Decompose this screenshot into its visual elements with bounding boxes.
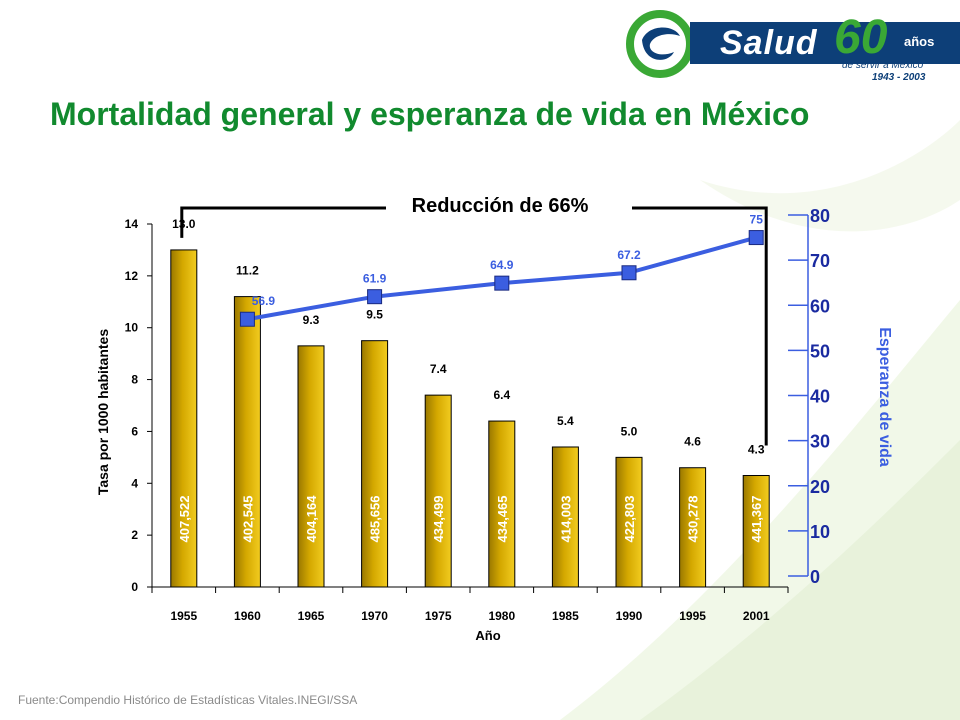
bar-deaths-label: 414,003 — [558, 496, 573, 543]
bar-deaths-label: 402,545 — [240, 496, 255, 543]
bar-deaths-label: 407,522 — [177, 496, 192, 543]
x-tick-label: 1990 — [616, 609, 643, 623]
bar-value-label: 9.5 — [366, 308, 383, 322]
line-point-1980 — [494, 275, 510, 291]
left-tick-label: 2 — [131, 528, 138, 542]
bar-value-label: 4.6 — [684, 435, 701, 449]
line-point-1960 — [239, 311, 255, 327]
bar-deaths-label: 485,656 — [368, 496, 383, 543]
line-value-label: 67.2 — [617, 248, 641, 262]
line-value-label: 75 — [750, 213, 764, 227]
x-axis-label: Año — [475, 628, 500, 643]
bar-deaths-label: 441,367 — [749, 496, 764, 543]
line-value-label: 56.9 — [252, 294, 276, 308]
right-tick-label: 10 — [810, 522, 830, 542]
bar-value-label: 13.0 — [172, 217, 196, 231]
right-tick-label: 60 — [810, 296, 830, 316]
logo-years: 1943 - 2003 — [872, 72, 926, 83]
reduction-label: Reducción de 66% — [412, 195, 589, 217]
right-tick-label: 30 — [810, 432, 830, 452]
bar-deaths-label: 434,465 — [495, 496, 510, 543]
left-tick-label: 14 — [125, 217, 139, 231]
bar-1995 — [679, 467, 707, 588]
right-tick-label: 20 — [810, 477, 830, 497]
left-tick-label: 4 — [131, 476, 138, 490]
right-tick-label: 50 — [810, 341, 830, 361]
x-tick-label: 1985 — [552, 609, 579, 623]
reduction-annotation: Reducción de 66% — [180, 195, 768, 446]
right-tick-label: 80 — [810, 206, 830, 226]
bar-1975 — [424, 394, 452, 588]
bar-value-label: 9.3 — [303, 313, 320, 327]
bracket-left — [180, 206, 386, 238]
line-series: 56.9 61.9 64.9 67.2 75 — [239, 213, 764, 327]
bar-1980 — [488, 420, 516, 588]
left-tick-label: 12 — [125, 269, 139, 283]
source-note: Fuente:Compendio Histórico de Estadístic… — [18, 693, 358, 707]
x-tick-label: 2001 — [743, 609, 770, 623]
bar-deaths-label: 434,499 — [431, 496, 446, 543]
x-axis: 1955 1960 1965 1970 1975 1980 1985 1990 1995 2001 — [151, 586, 789, 623]
x-tick-label: 1955 — [170, 609, 197, 623]
x-tick-label: 1980 — [488, 609, 515, 623]
bar-deaths-label: 430,278 — [686, 496, 701, 543]
bar-2001 — [742, 475, 770, 588]
left-tick-label: 8 — [131, 373, 138, 387]
bar-value-label: 7.4 — [430, 362, 447, 376]
bar-1965 — [297, 345, 325, 588]
right-tick-label: 40 — [810, 387, 830, 407]
bar-value-label: 4.3 — [748, 443, 765, 457]
left-axis-label: Tasa por 1000 habitantes — [95, 329, 111, 495]
logo-sixty-text: 60 — [834, 11, 888, 64]
line-point-1970 — [367, 289, 383, 305]
x-tick-label: 1965 — [298, 609, 325, 623]
right-axis-label: Esperanza de vida — [876, 327, 893, 467]
page-title: Mortalidad general y esperanza de vida e… — [50, 96, 810, 132]
left-y-axis: 0 2 4 6 8 10 12 14 — [125, 217, 153, 594]
bar-1990 — [615, 456, 643, 588]
right-tick-label: 70 — [810, 251, 830, 271]
bar-1955 — [170, 249, 198, 588]
line-value-label: 61.9 — [363, 272, 387, 286]
x-tick-label: 1970 — [361, 609, 388, 623]
line-value-label: 64.9 — [490, 258, 514, 272]
logo-tagline: de servir a México — [842, 60, 924, 71]
bar-value-label: 11.2 — [236, 264, 259, 278]
bar-deaths-label: 422,803 — [622, 496, 637, 543]
line-point-2001 — [748, 230, 764, 246]
bar-series: 13.0 407,522 11.2 402,545 9.3 404,164 9.5 485,6… — [170, 217, 770, 588]
bar-1960 — [233, 296, 261, 588]
salud-logo: Salud 60 años de servir a México 1943 - … — [620, 4, 960, 84]
logo-brand-text: Salud — [720, 24, 818, 62]
left-tick-label: 10 — [125, 321, 139, 335]
bar-value-label: 5.4 — [557, 414, 574, 428]
right-tick-label: 0 — [810, 567, 820, 587]
right-y-axis: 0 10 20 30 40 50 60 70 80 — [788, 206, 830, 587]
left-tick-label: 6 — [131, 424, 138, 438]
bar-1985 — [551, 446, 579, 588]
bar-value-label: 5.0 — [621, 424, 638, 438]
x-tick-label: 1975 — [425, 609, 452, 623]
x-tick-label: 1995 — [679, 609, 706, 623]
bar-deaths-label: 404,164 — [304, 495, 319, 543]
left-tick-label: 0 — [131, 580, 138, 594]
bracket-right — [632, 206, 768, 446]
line-point-1990 — [621, 265, 637, 281]
x-tick-label: 1960 — [234, 609, 261, 623]
bar-value-label: 6.4 — [493, 388, 510, 402]
logo-anos-text: años — [904, 34, 935, 49]
bar-1970 — [361, 340, 389, 588]
